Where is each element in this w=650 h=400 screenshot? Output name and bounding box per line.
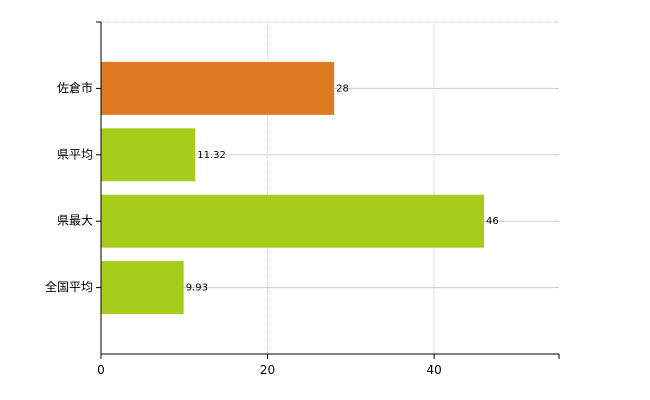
x-tick-label-2: 20 [260, 363, 275, 377]
axes-layer [96, 21, 560, 359]
bar-4 [101, 261, 184, 315]
y-tick-label-3: 県最大 [57, 214, 93, 228]
x-tick-label-1: 0 [97, 363, 105, 377]
x-tick-label-3: 40 [426, 363, 441, 377]
data-label-2: 11.32 [197, 150, 226, 161]
y-tick-label-4: 全国平均 [45, 279, 93, 294]
data-label-3: 46 [486, 216, 499, 227]
bars-layer [101, 61, 485, 315]
bar-2 [101, 128, 196, 182]
data-label-1: 28 [336, 83, 349, 94]
data-label-4: 9.93 [186, 283, 208, 294]
y-tick-label-1: 佐倉市 [57, 80, 93, 95]
bar-3 [101, 194, 485, 248]
labels-layer: 28 佐倉市 11.32 県平均 46 県最大 9.93 全国平均 0 20 40 [45, 80, 499, 377]
bar-1 [101, 61, 335, 115]
y-tick-label-2: 県平均 [57, 147, 93, 161]
